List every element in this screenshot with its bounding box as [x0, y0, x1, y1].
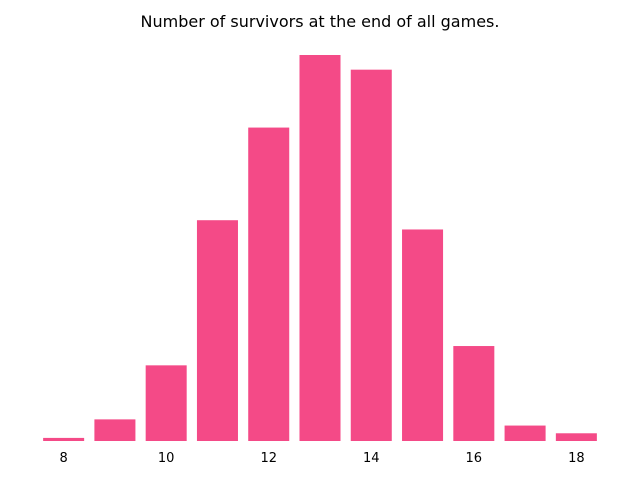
bar-17: [504, 425, 546, 441]
x-tick-label: 12: [260, 451, 277, 466]
x-tick-labels: 8 10 12 14 16 18: [59, 451, 584, 466]
x-tick-label: 10: [158, 451, 175, 466]
chart-title: Number of survivors at the end of all ga…: [140, 12, 500, 31]
x-tick-label: 8: [59, 451, 67, 466]
bar-12: [248, 127, 290, 441]
x-tick-label: 18: [568, 451, 585, 466]
bar-9: [94, 419, 136, 441]
bar-16: [453, 346, 495, 441]
bar-8: [43, 437, 85, 441]
bar-10: [145, 365, 187, 441]
x-tick-label: 16: [466, 451, 483, 466]
bar-18: [555, 433, 597, 441]
x-tick-label: 14: [363, 451, 380, 466]
bar-14: [350, 69, 392, 442]
bar-11: [196, 220, 238, 441]
bar-15: [402, 229, 444, 441]
bar-13: [299, 55, 341, 441]
bars-group: [43, 55, 597, 442]
